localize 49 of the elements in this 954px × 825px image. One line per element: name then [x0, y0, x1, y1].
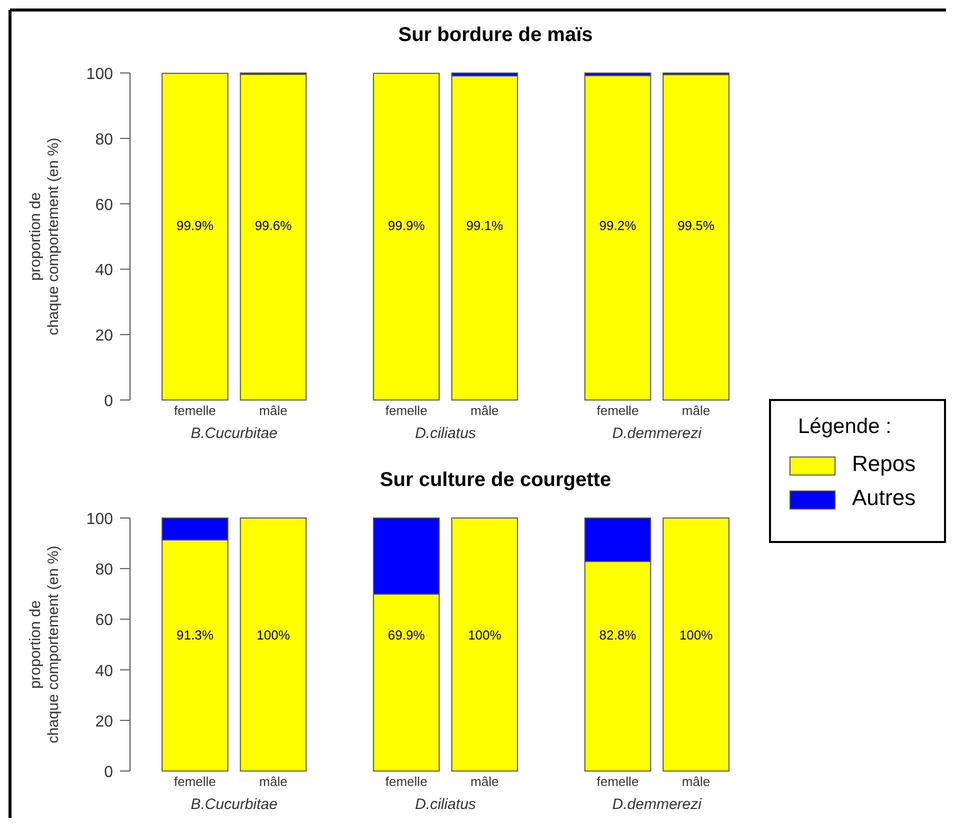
y-tick-label: 0 — [104, 393, 114, 410]
y-axis-title: proportion de chaque comportement (en %) — [27, 138, 62, 336]
x-tick-label: mâle — [682, 403, 710, 418]
data-label: 100% — [256, 627, 290, 642]
y-tick-label: 100 — [86, 511, 114, 528]
y-tick-label: 60 — [95, 196, 114, 214]
text: D.ciliatus — [415, 796, 476, 813]
x-tick-label: femelle — [385, 774, 428, 789]
y-tick-label: 40 — [95, 262, 114, 280]
y-tick-label: 100 — [86, 66, 114, 83]
legend-label: Repos — [852, 451, 916, 476]
x-tick-label: mâle — [470, 774, 499, 789]
x-tick-label: mâle — [259, 774, 288, 789]
data-label: 99.5% — [678, 218, 715, 233]
data-label: 99.6% — [254, 218, 292, 233]
text: D.demmerezi — [612, 425, 702, 442]
text: D.demmerezi — [612, 796, 702, 813]
y-tick-label: 80 — [95, 562, 114, 579]
data-label: 100% — [679, 627, 714, 642]
data-label: 99.2% — [599, 218, 637, 233]
text: D.ciliatus — [415, 425, 476, 442]
data-label: 99.9% — [176, 218, 214, 233]
y-axis-title: proportion de chaque comportement (en %) — [27, 546, 62, 744]
y-tick-label: 20 — [95, 328, 114, 345]
y-tick-label: 80 — [95, 131, 114, 148]
data-label: 100% — [468, 627, 502, 642]
chart-title: Sur culture de courgette — [380, 469, 612, 491]
y-tick-label: 60 — [95, 612, 114, 630]
x-tick-label: mâle — [259, 403, 288, 418]
x-tick-label: femelle — [385, 403, 428, 418]
data-label: 82.8% — [599, 627, 637, 642]
data-label: 99.9% — [388, 218, 426, 233]
y-tick-label: 40 — [95, 662, 114, 680]
legend-label: Autres — [852, 485, 916, 510]
x-tick-label: mâle — [682, 774, 710, 789]
legend-title: Légende : — [798, 415, 892, 438]
y-tick-label: 20 — [95, 713, 114, 730]
text: B.Cucurbitae — [190, 425, 278, 442]
x-tick-label: femelle — [596, 774, 639, 789]
x-tick-label: mâle — [470, 403, 499, 418]
data-label: 91.3% — [176, 627, 214, 642]
chart-title: Sur bordure de maïs — [398, 24, 593, 46]
x-tick-label: femelle — [174, 774, 216, 789]
text: B.Cucurbitae — [190, 796, 278, 813]
x-tick-label: femelle — [596, 403, 639, 418]
x-tick-label: femelle — [174, 403, 216, 418]
y-tick-label: 0 — [104, 764, 114, 781]
data-label: 99.1% — [466, 218, 504, 233]
data-label: 69.9% — [388, 627, 426, 642]
